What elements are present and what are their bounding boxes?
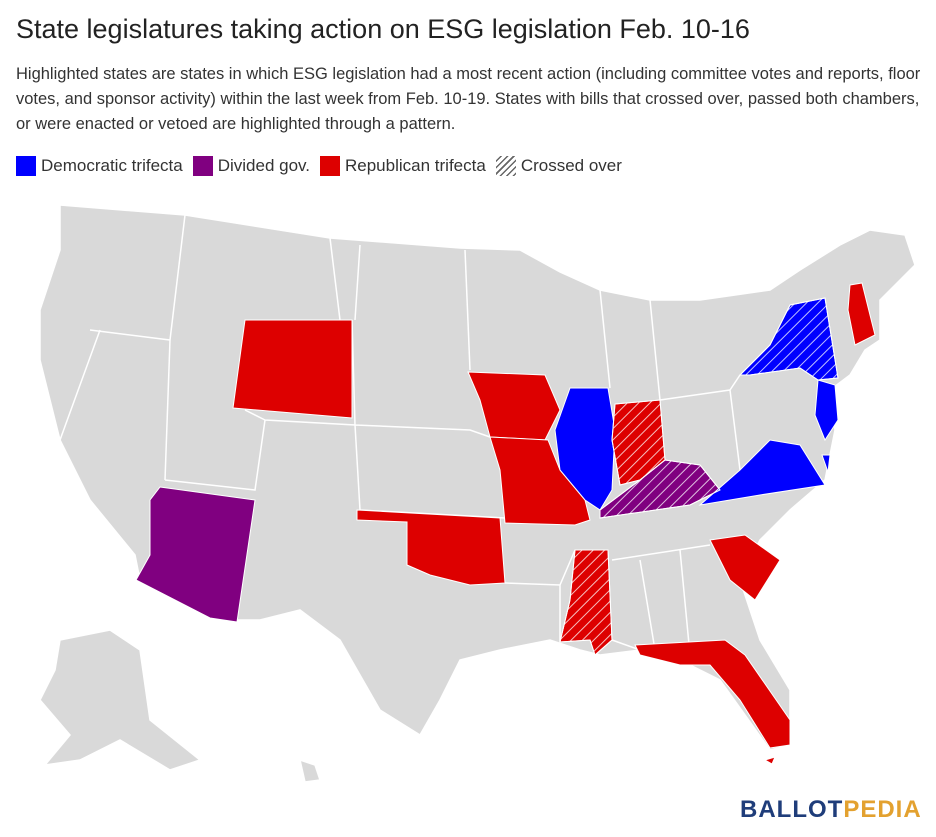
state: [489, 436, 591, 526]
legend-swatch: [495, 156, 516, 176]
logo: BALLOTPEDIA: [740, 796, 922, 824]
legend-item: Divided gov.: [192, 156, 310, 176]
state: [232, 319, 353, 419]
state: [763, 756, 776, 765]
description: Highlighted states are states in which E…: [16, 65, 921, 133]
crossed-pattern: [559, 549, 613, 656]
legend-item: Democratic trifecta: [16, 156, 183, 176]
legend-swatch: [16, 156, 36, 176]
legend-label: Divided gov.: [217, 156, 310, 175]
legend-swatch: [192, 156, 213, 176]
state: [814, 379, 839, 442]
legend-label: Democratic trifecta: [41, 156, 183, 175]
legend-label: Crossed over: [520, 156, 622, 175]
legend-label: Republican trifecta: [345, 156, 486, 175]
state: [821, 454, 831, 473]
legend-swatch: [320, 156, 340, 176]
state: [709, 534, 781, 601]
logo-text: BALLOT: [740, 796, 844, 823]
map: [39, 204, 916, 783]
state: [135, 486, 256, 623]
alaska: [39, 629, 202, 771]
legend-item: Crossed over: [495, 156, 622, 176]
state: [356, 509, 506, 586]
crossed-pattern: [599, 459, 721, 519]
legend-item: Republican trifecta: [320, 156, 486, 176]
title: State legislatures taking action on ESG …: [16, 14, 750, 44]
state-borders: [59, 214, 741, 656]
logo-text: PEDIA: [843, 796, 922, 823]
state: [698, 439, 826, 506]
crossed-pattern: [738, 297, 839, 381]
legend: Democratic trifecta Divided gov. Republica…: [16, 156, 622, 176]
hawaii: [298, 758, 321, 783]
state: [847, 282, 876, 346]
state: [634, 639, 791, 749]
